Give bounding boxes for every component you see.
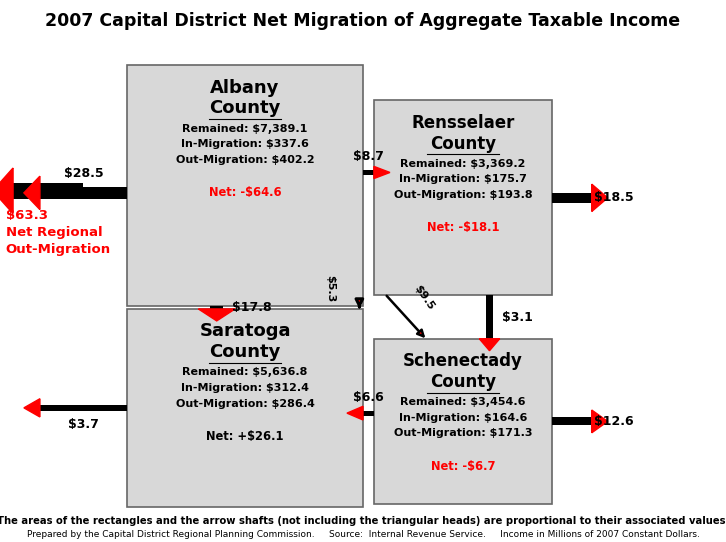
Text: The areas of the rectangles and the arrow shafts (not including the triangular h: The areas of the rectangles and the arro… <box>0 516 726 526</box>
Text: $8.7: $8.7 <box>353 150 384 163</box>
Bar <box>486 295 493 339</box>
Text: $5.3: $5.3 <box>325 275 335 302</box>
Text: Rensselaer
County: Rensselaer County <box>411 114 515 153</box>
Text: $3.1: $3.1 <box>502 311 533 324</box>
Bar <box>363 170 374 175</box>
FancyArrow shape <box>24 176 40 210</box>
Bar <box>552 193 592 203</box>
Bar <box>127 309 363 507</box>
Text: $9.5: $9.5 <box>412 283 436 312</box>
Text: Schenectady
County: Schenectady County <box>403 352 523 391</box>
Text: $17.8: $17.8 <box>232 301 272 314</box>
Text: $18.5: $18.5 <box>594 191 634 204</box>
Bar <box>211 306 224 309</box>
Text: Remained: $3,454.6
In-Migration: $164.6
Out-Migration: $171.3: Remained: $3,454.6 In-Migration: $164.6 … <box>393 397 532 438</box>
Text: Net: -$64.6: Net: -$64.6 <box>208 186 282 199</box>
Text: $6.6: $6.6 <box>353 391 384 404</box>
Bar <box>374 100 552 295</box>
Bar <box>127 65 363 306</box>
Text: Net: -$18.1: Net: -$18.1 <box>427 221 499 234</box>
Text: Remained: $5,636.8
In-Migration: $312.4
Out-Migration: $286.4: Remained: $5,636.8 In-Migration: $312.4 … <box>176 367 314 409</box>
FancyArrow shape <box>592 410 608 433</box>
Text: $28.5: $28.5 <box>64 167 103 180</box>
Text: $63.3
Net Regional
Out-Migration: $63.3 Net Regional Out-Migration <box>6 209 111 256</box>
Bar <box>363 411 374 416</box>
FancyArrow shape <box>479 339 499 351</box>
FancyArrow shape <box>198 309 235 321</box>
FancyArrow shape <box>347 406 363 420</box>
FancyArrow shape <box>374 166 390 178</box>
Bar <box>40 404 127 411</box>
Bar <box>552 417 592 425</box>
Bar <box>374 339 552 504</box>
FancyArrow shape <box>0 168 13 214</box>
Text: Net: +$26.1: Net: +$26.1 <box>206 430 284 443</box>
Text: Remained: $7,389.1
In-Migration: $337.6
Out-Migration: $402.2: Remained: $7,389.1 In-Migration: $337.6 … <box>176 124 314 165</box>
Text: $3.7: $3.7 <box>68 418 99 431</box>
Text: Albany
County: Albany County <box>209 79 281 118</box>
Text: $12.6: $12.6 <box>594 415 634 428</box>
FancyArrow shape <box>24 399 40 417</box>
Text: 2007 Capital District Net Migration of Aggregate Taxable Income: 2007 Capital District Net Migration of A… <box>46 12 680 30</box>
Text: Saratoga
County: Saratoga County <box>199 322 291 362</box>
Bar <box>40 187 127 199</box>
Text: Prepared by the Capital District Regional Planning Commission.     Source:  Inte: Prepared by the Capital District Regiona… <box>27 530 699 539</box>
Text: Net: -$6.7: Net: -$6.7 <box>431 460 495 473</box>
Text: Remained: $3,369.2
In-Migration: $175.7
Out-Migration: $193.8: Remained: $3,369.2 In-Migration: $175.7 … <box>393 159 532 200</box>
Bar <box>13 183 83 199</box>
FancyArrow shape <box>592 184 608 211</box>
